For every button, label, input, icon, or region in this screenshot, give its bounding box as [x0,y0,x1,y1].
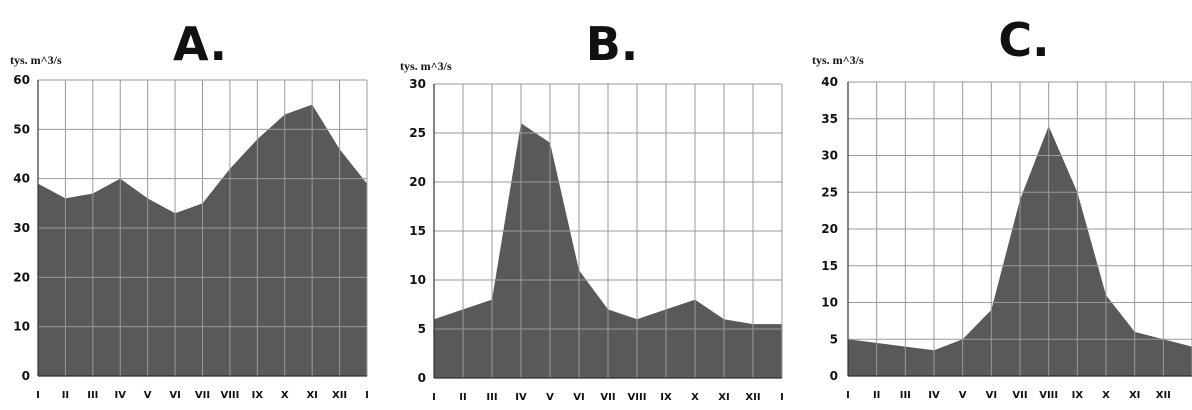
x-tick-label: IV [928,390,940,401]
y-tick-label: 5 [418,322,426,336]
x-tick-label: I [846,390,850,401]
y-axis-unit-label: tys. m^3/s [10,53,62,67]
y-tick-label: 20 [13,270,30,284]
chart-title: B. [586,17,639,71]
x-tick-label: IX [1072,390,1084,401]
y-axis-unit-label: tys. m^3/s [812,53,864,67]
y-tick-label: 30 [13,221,30,235]
x-tick-label: V [144,390,152,401]
x-tick-label: VIII [220,390,239,401]
x-tick-label: III [87,390,98,401]
x-tick-label: IX [252,390,264,401]
x-tick-label: IV [515,392,527,403]
x-tick-label: I [36,390,40,401]
chart-title: A. [173,17,227,71]
y-tick-label: 30 [821,149,838,163]
y-tick-label: 50 [13,122,30,136]
x-tick-label: VII [600,392,615,403]
x-tick-label: X [1102,390,1110,401]
y-tick-label: 0 [418,371,426,385]
y-tick-label: 40 [13,172,30,186]
x-tick-label: III [900,390,911,401]
x-tick-label: XII [332,390,347,401]
y-tick-label: 20 [821,222,838,236]
x-tick-label: I [365,390,369,401]
x-tick-label: X [281,390,289,401]
x-tick-label: X [691,392,699,403]
x-tick-label: V [959,390,967,401]
x-tick-label: VII [1012,390,1027,401]
chart-title: C. [998,13,1049,67]
x-tick-label: VI [573,392,584,403]
y-tick-label: 60 [13,73,30,87]
y-axis-unit-label: tys. m^3/s [400,59,452,73]
x-tick-label: XI [306,390,317,401]
chart-panel-a: 0 10 20 30 40 50 60 I II III IV V VI VII VIII IX X XI XII I… [0,0,380,405]
y-tick-label: 15 [821,259,838,273]
x-tick-label: I [432,392,436,403]
y-tick-label: 25 [821,185,838,199]
y-tick-label: 25 [409,126,426,140]
x-tick-label: VII [195,390,210,401]
x-tick-label: XI [718,392,729,403]
y-tick-label: 35 [821,112,838,126]
x-tick-label: II [459,392,466,403]
y-tick-label: 30 [409,77,426,91]
y-tick-label: 5 [830,332,838,346]
y-tick-label: 10 [13,320,30,334]
x-tick-label: I [780,392,784,403]
x-tick-label: II [62,390,69,401]
x-tick-label: XII [745,392,760,403]
x-tick-label: VI [169,390,180,401]
x-tick-label: IV [115,390,127,401]
x-tick-label: IX [660,392,672,403]
y-tick-label: 15 [409,224,426,238]
x-tick-label: V [546,392,554,403]
x-tick-label: XII [1156,390,1171,401]
y-tick-label: 0 [22,369,30,383]
y-tick-label: 40 [821,75,838,89]
x-tick-label: III [486,392,497,403]
y-tick-label: 10 [409,273,426,287]
x-tick-label: VIII [1039,390,1058,401]
y-tick-label: 0 [830,369,838,383]
x-tick-label: XI [1129,390,1140,401]
y-tick-label: 10 [821,296,838,310]
x-tick-label: VI [986,390,997,401]
chart-panel-c: 0 5 10 15 20 25 30 35 40 I II III IV V VI VII VIII IX X XI X… [800,0,1192,405]
x-tick-label: II [873,390,880,401]
y-tick-label: 20 [409,175,426,189]
x-tick-label: VIII [628,392,647,403]
